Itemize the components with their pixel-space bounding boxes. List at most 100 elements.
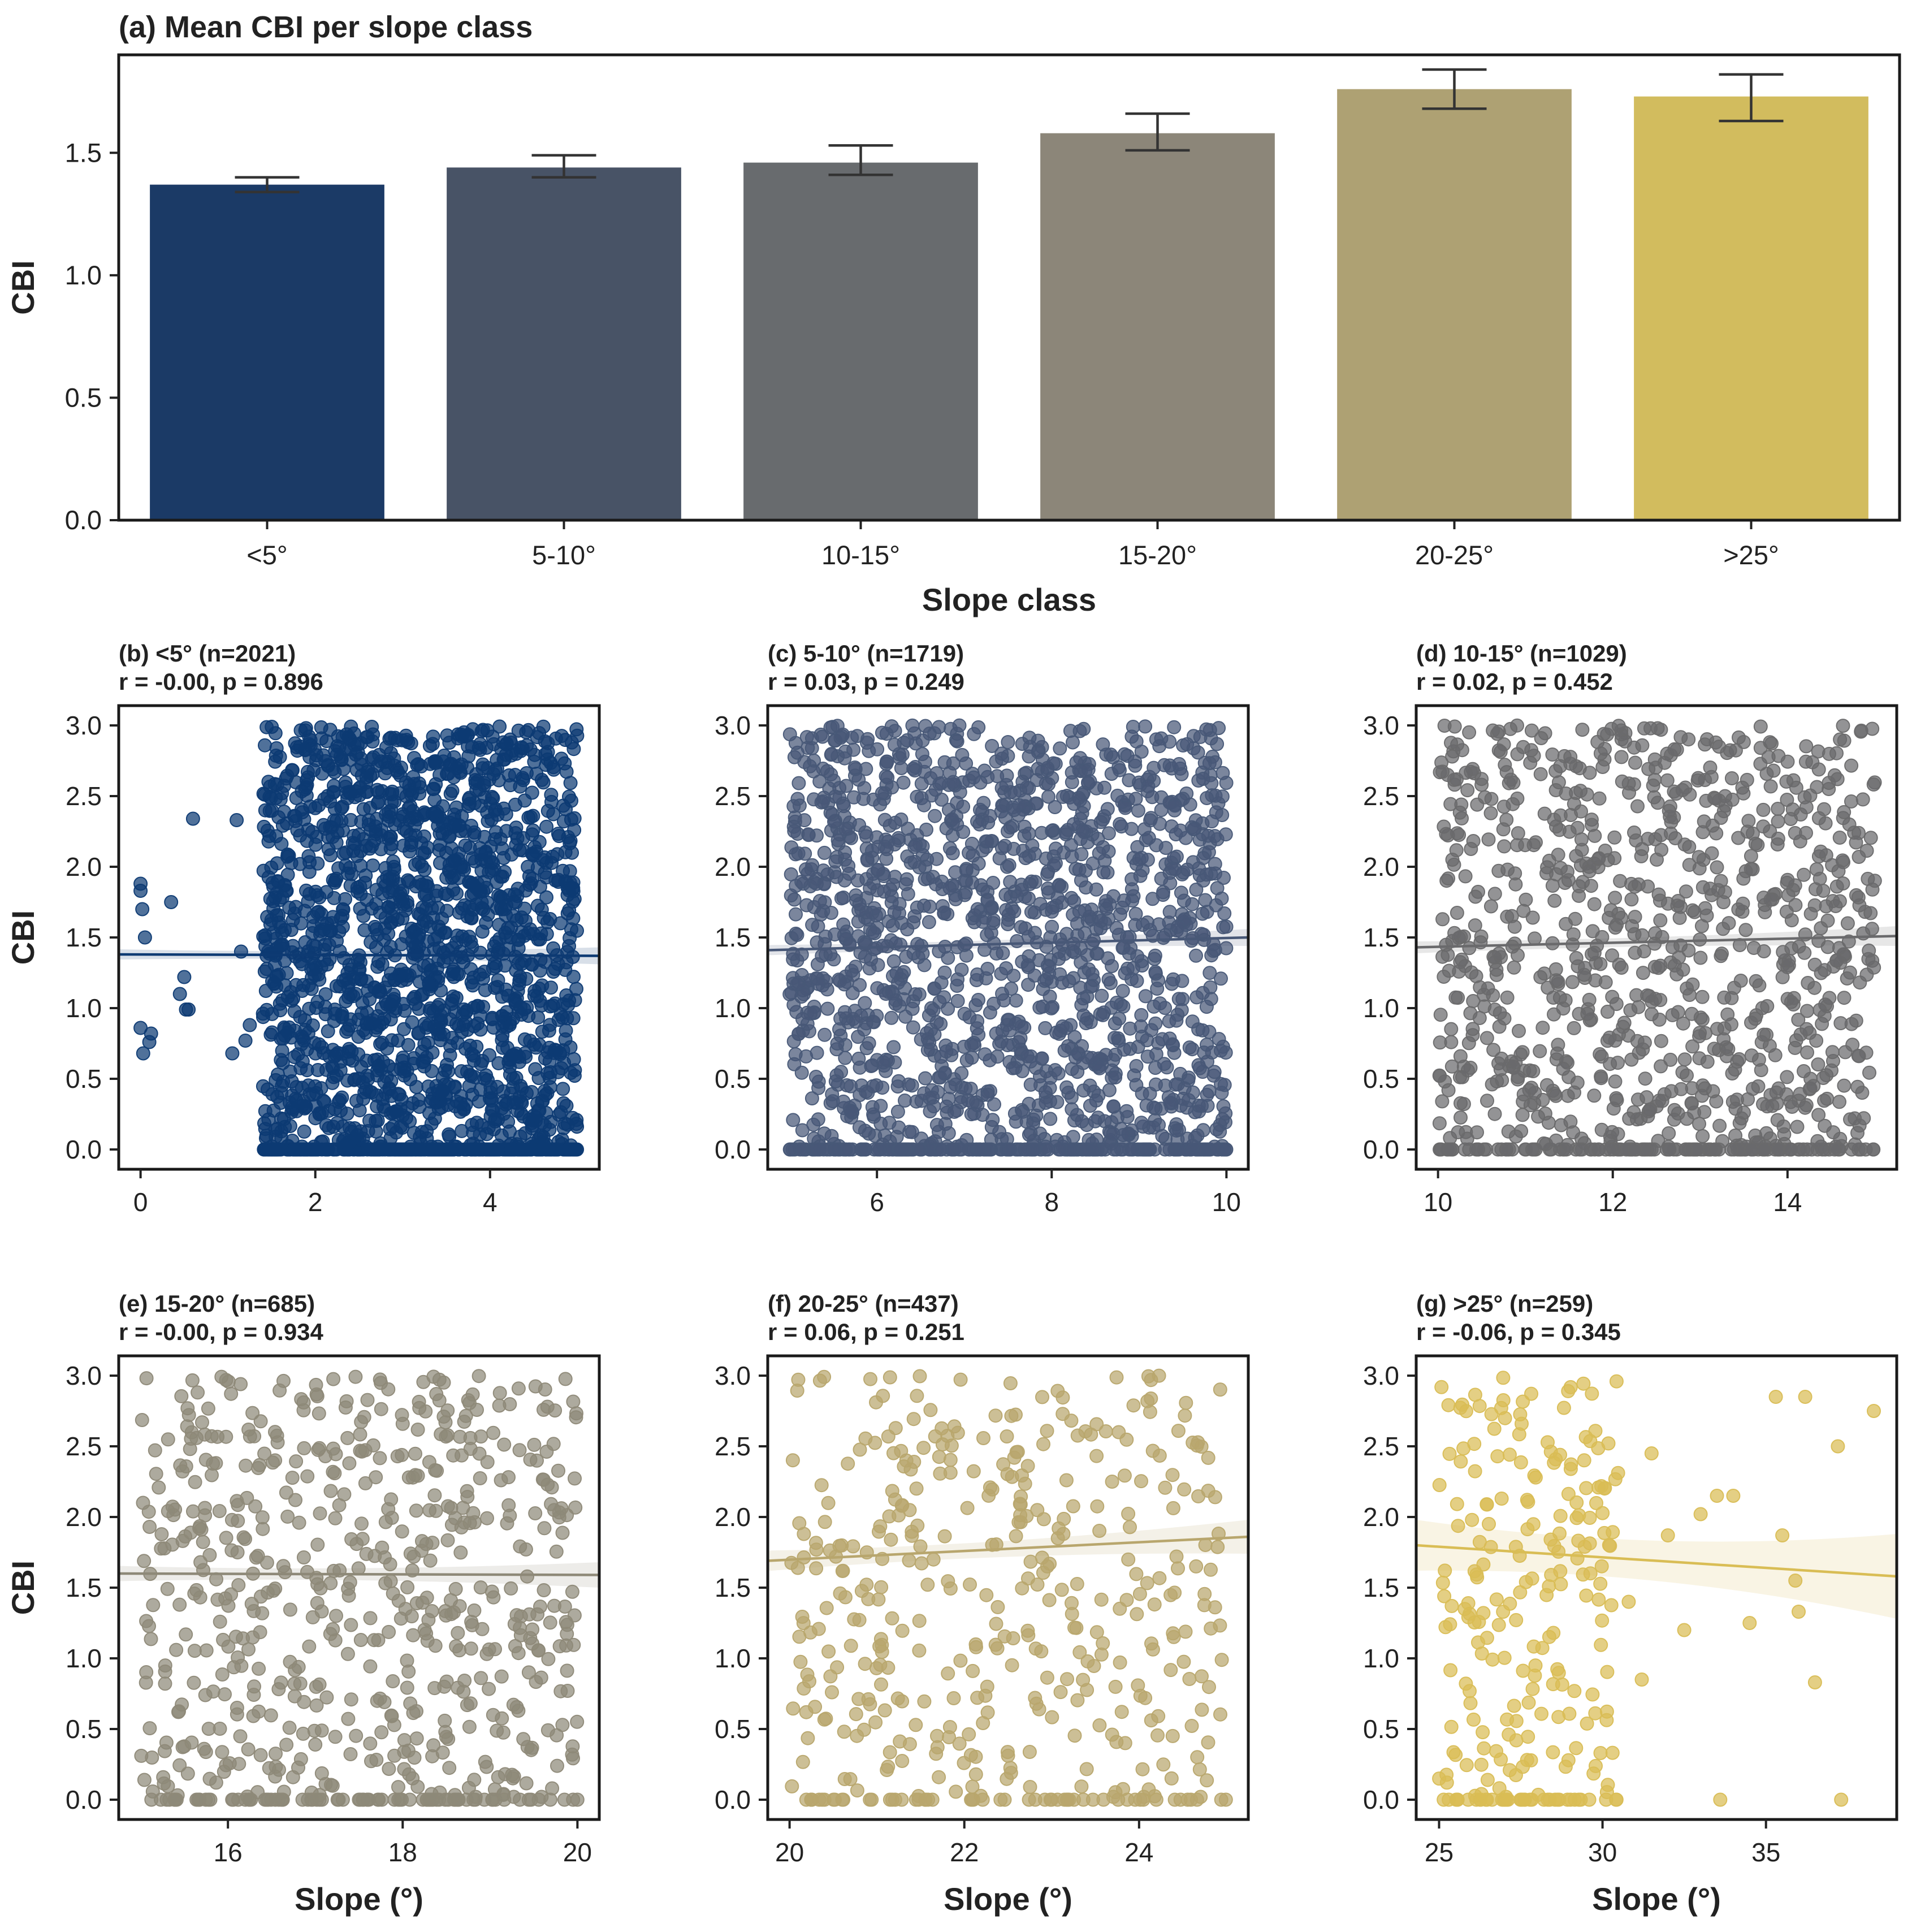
- bar-4: [1337, 89, 1572, 521]
- data-point: [816, 794, 830, 809]
- data-point: [875, 1080, 890, 1095]
- data-point: [1695, 1012, 1710, 1027]
- y-tick-label: 2.0: [1363, 852, 1399, 881]
- data-point: [971, 993, 985, 1007]
- data-point: [432, 837, 447, 852]
- data-point: [1437, 970, 1451, 984]
- data-point: [1867, 874, 1882, 888]
- data-point: [1493, 1006, 1507, 1021]
- data-point: [336, 902, 351, 917]
- data-point: [1512, 1023, 1526, 1038]
- data-point: [465, 1087, 479, 1102]
- data-point: [417, 1054, 431, 1069]
- data-point: [1799, 739, 1814, 754]
- data-point: [1185, 1042, 1200, 1057]
- data-point: [1000, 1038, 1015, 1052]
- data-point: [1167, 798, 1182, 813]
- scatter-panel-2: (c) 5-10° (n=1719)r = 0.03, p = 0.2490.0…: [715, 640, 1250, 1217]
- data-point: [430, 805, 444, 819]
- data-point: [542, 1023, 556, 1038]
- data-point: [1571, 820, 1585, 835]
- data-point: [1507, 960, 1521, 975]
- data-point: [498, 902, 512, 917]
- data-point: [289, 1093, 304, 1108]
- data-point: [335, 730, 350, 745]
- data-point: [326, 1120, 341, 1134]
- error-bar-5: [1719, 73, 1784, 123]
- data-point: [423, 1553, 438, 1568]
- data-point: [565, 1110, 580, 1125]
- data-point: [918, 1071, 933, 1086]
- data-point: [1585, 924, 1600, 939]
- data-point: [1784, 913, 1799, 928]
- data-point: [496, 753, 511, 767]
- data-point: [1549, 973, 1564, 988]
- data-point: [552, 1045, 567, 1060]
- data-point: [1803, 906, 1818, 921]
- data-point: [1654, 1034, 1668, 1048]
- data-point: [1827, 1142, 1842, 1157]
- data-point: [828, 854, 843, 869]
- data-point: [1828, 899, 1843, 913]
- data-point: [945, 846, 960, 861]
- data-point: [1192, 861, 1206, 876]
- data-point: [566, 1052, 581, 1066]
- data-point: [1048, 800, 1062, 814]
- data-point: [1439, 827, 1454, 841]
- data-point: [425, 1064, 439, 1078]
- data-point: [462, 930, 477, 944]
- data-point: [378, 980, 392, 995]
- data-point: [499, 807, 513, 822]
- data-point: [344, 867, 359, 881]
- data-point: [1690, 773, 1705, 788]
- data-point: [996, 946, 1010, 961]
- data-point: [789, 907, 803, 922]
- data-point: [1602, 910, 1616, 925]
- data-point: [1648, 832, 1663, 846]
- data-point: [486, 737, 501, 751]
- data-point: [238, 1034, 253, 1048]
- y-tick-label: 2.5: [715, 781, 751, 811]
- data-point: [1709, 826, 1724, 841]
- data-point: [567, 1069, 582, 1083]
- data-point: [1200, 791, 1214, 805]
- data-point: [1124, 822, 1139, 836]
- data-point: [1624, 892, 1639, 907]
- data-point: [525, 827, 539, 842]
- data-point: [1459, 766, 1473, 780]
- data-point: [506, 1012, 520, 1026]
- data-point: [395, 1121, 410, 1135]
- data-point: [480, 805, 495, 820]
- data-point: [784, 840, 799, 855]
- data-point: [566, 742, 581, 757]
- data-point: [1758, 905, 1772, 919]
- data-point: [1458, 959, 1472, 974]
- data-point: [1029, 1108, 1044, 1123]
- data-point: [857, 781, 872, 796]
- data-point: [378, 766, 392, 781]
- data-point: [395, 884, 410, 898]
- data-point: [1611, 719, 1626, 733]
- y-tick-label: 1.5: [65, 137, 102, 167]
- data-point: [562, 789, 576, 804]
- data-point: [1106, 1126, 1121, 1141]
- data-point: [900, 922, 915, 937]
- data-point: [1850, 1126, 1865, 1140]
- data-point: [1041, 1142, 1056, 1157]
- data-point: [1855, 1086, 1870, 1100]
- data-point: [1185, 1014, 1200, 1029]
- data-point: [980, 1087, 995, 1102]
- data-point: [998, 887, 1013, 902]
- data-point: [797, 987, 811, 1001]
- data-point: [381, 813, 396, 828]
- data-point: [1857, 1111, 1871, 1126]
- data-point: [1433, 1069, 1447, 1083]
- y-tick-label: 2.5: [66, 781, 102, 811]
- data-point: [1763, 735, 1777, 750]
- data-point: [1548, 783, 1563, 797]
- data-point: [339, 845, 353, 860]
- data-point: [1628, 755, 1642, 770]
- data-point: [422, 738, 437, 753]
- data-point: [561, 998, 576, 1013]
- data-point: [1124, 729, 1139, 744]
